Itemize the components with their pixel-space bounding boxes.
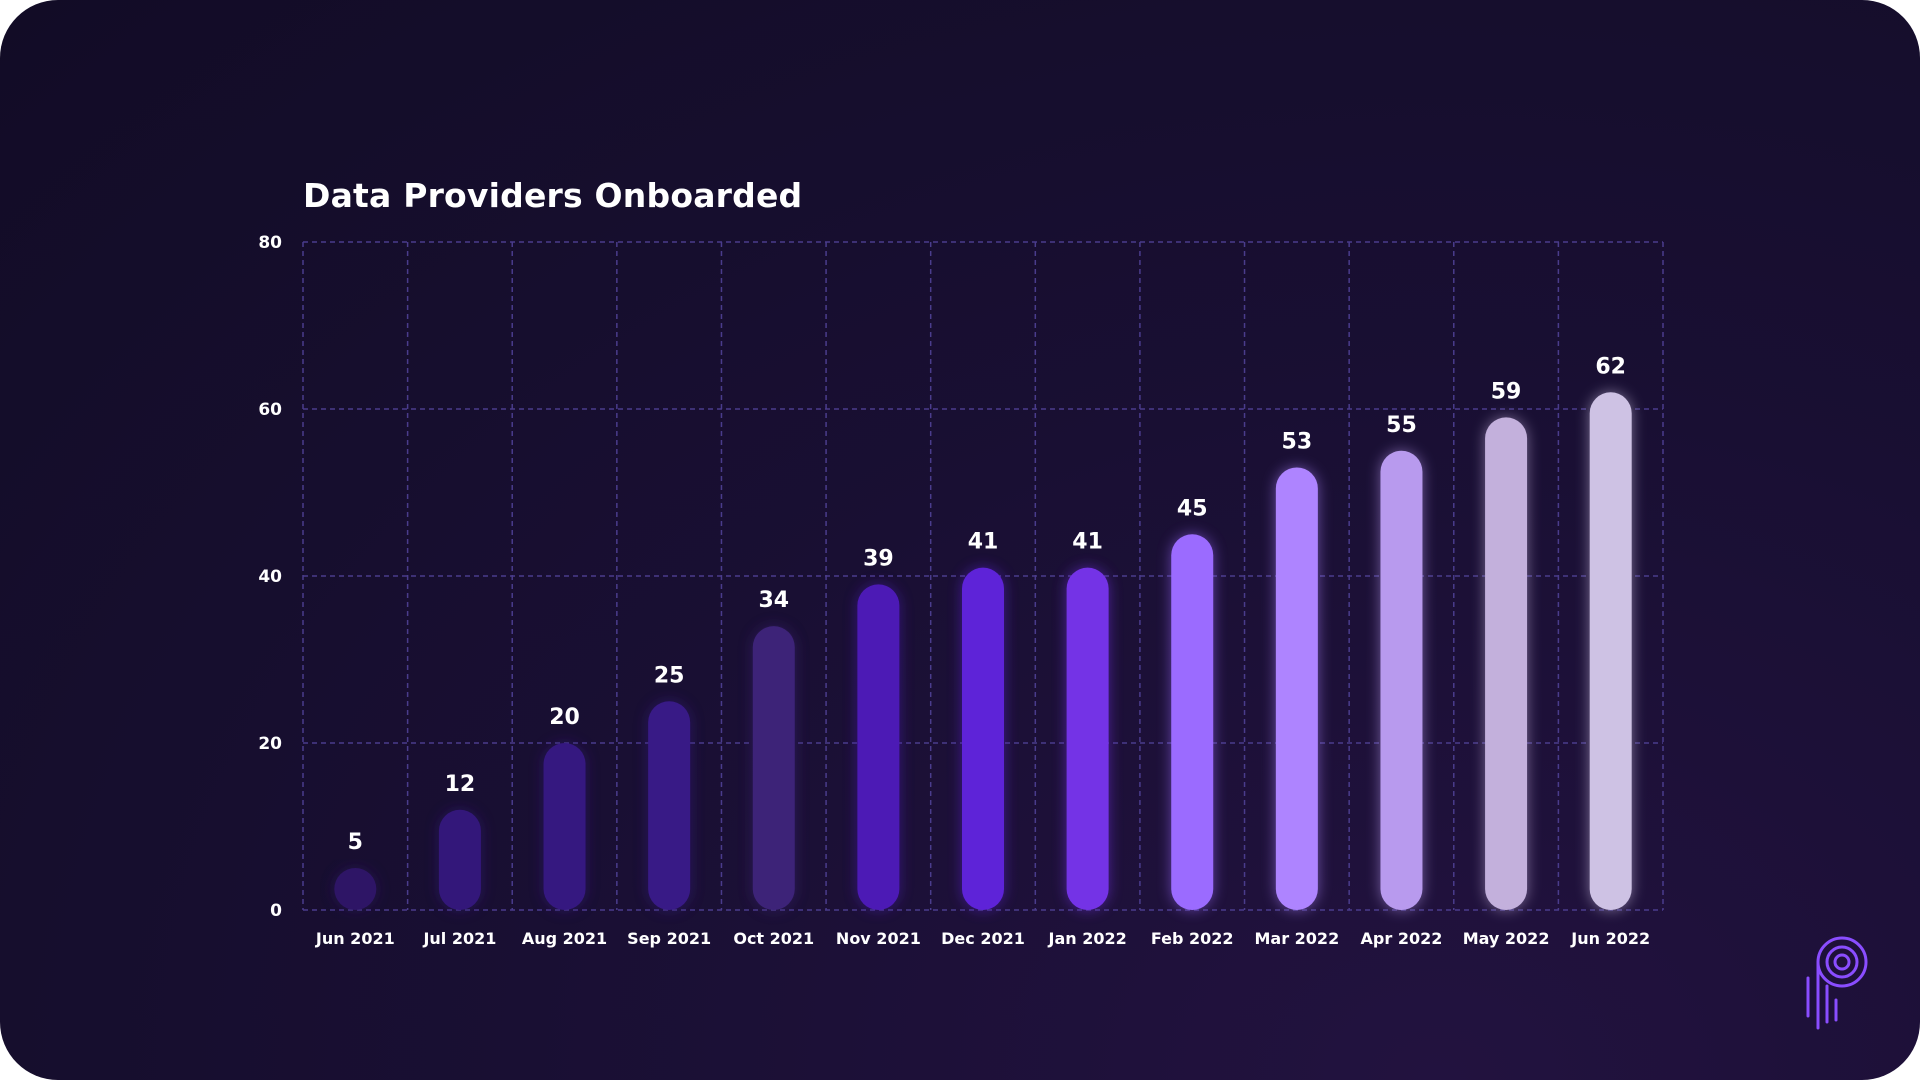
chart-title: Data Providers Onboarded <box>303 176 803 215</box>
bar <box>1171 534 1214 910</box>
data-label: 39 <box>863 546 894 571</box>
x-tick-label: Jun 2022 <box>1570 929 1650 948</box>
data-labels: 5 12 20 25 34 39 41 41 45 53 55 59 62 <box>348 354 1626 855</box>
data-label: 41 <box>968 530 999 555</box>
x-tick-label: Mar 2022 <box>1254 929 1339 948</box>
bar <box>1485 417 1528 910</box>
x-tick-label: Oct 2021 <box>733 929 814 948</box>
bar <box>1589 392 1632 910</box>
data-label: 53 <box>1282 429 1313 454</box>
x-axis: Jun 2021 Jul 2021 Aug 2021 Sep 2021 Oct 2021… <box>315 929 1650 948</box>
bar <box>962 567 1004 910</box>
pyth-logo-icon <box>1806 936 1868 1030</box>
y-tick-label: 80 <box>258 233 282 253</box>
x-tick-label: Aug 2021 <box>522 929 607 948</box>
data-label: 12 <box>445 772 476 797</box>
data-label: 25 <box>654 663 685 688</box>
data-label: 62 <box>1595 354 1626 379</box>
x-tick-label: Nov 2021 <box>836 929 921 948</box>
x-tick-label: Dec 2021 <box>941 929 1025 948</box>
data-label: 45 <box>1177 496 1208 521</box>
x-tick-label: Sep 2021 <box>627 929 711 948</box>
grid <box>302 241 1664 911</box>
x-tick-label: Feb 2022 <box>1151 929 1234 948</box>
y-tick-label: 20 <box>258 734 282 754</box>
x-tick-label: Jul 2021 <box>422 929 496 948</box>
y-tick-label: 60 <box>258 400 282 420</box>
x-tick-label: Apr 2022 <box>1361 929 1443 948</box>
y-axis: 0 20 40 60 80 <box>258 233 282 921</box>
bar <box>1275 467 1318 910</box>
bar <box>543 743 586 910</box>
bar <box>1066 567 1109 910</box>
data-label: 41 <box>1072 530 1103 555</box>
y-tick-label: 0 <box>270 901 282 921</box>
bars <box>334 392 1632 910</box>
bar <box>857 584 900 910</box>
bar <box>752 626 795 910</box>
data-label: 55 <box>1386 413 1417 438</box>
data-label: 20 <box>549 705 580 730</box>
data-label: 59 <box>1491 379 1522 404</box>
bar <box>438 809 481 910</box>
bar <box>648 701 691 910</box>
bar <box>1380 450 1423 910</box>
data-label: 34 <box>758 588 789 613</box>
x-tick-label: Jun 2021 <box>315 929 395 948</box>
x-tick-label: May 2022 <box>1463 929 1550 948</box>
bar <box>334 868 377 910</box>
x-tick-label: Jan 2022 <box>1047 929 1126 948</box>
data-label: 5 <box>348 830 363 855</box>
y-tick-label: 40 <box>258 567 282 587</box>
